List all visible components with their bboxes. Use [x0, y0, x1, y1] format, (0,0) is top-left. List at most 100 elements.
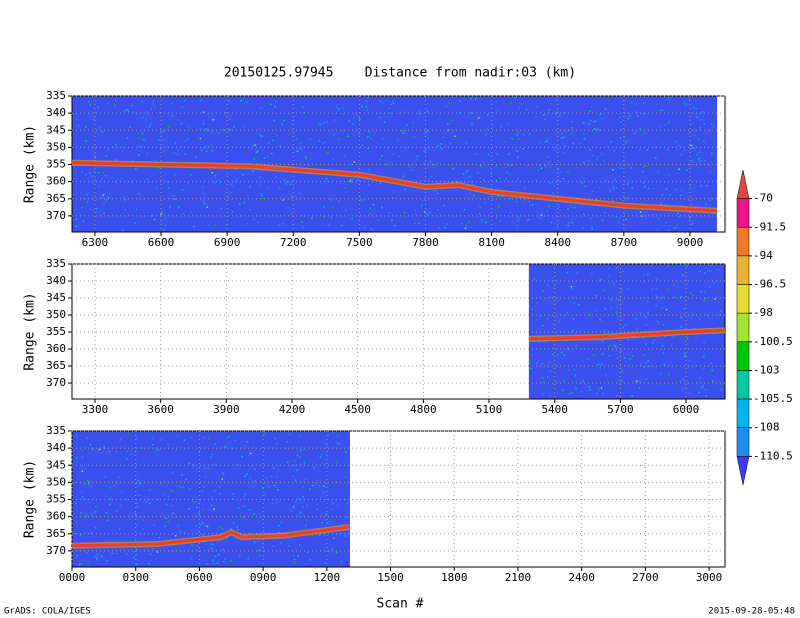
- echo-speckle: [349, 181, 352, 183]
- echo-speckle: [367, 147, 370, 150]
- echo-speckle: [259, 176, 261, 178]
- echo-speckle: [588, 159, 591, 162]
- echo-speckle: [121, 146, 124, 148]
- echo-speckle: [583, 133, 585, 135]
- echo-speckle: [138, 192, 140, 195]
- y-tick-label: 335: [46, 424, 66, 437]
- echo-speckle: [537, 216, 540, 218]
- echo-speckle: [478, 117, 480, 119]
- echo-speckle: [381, 155, 383, 157]
- echo-speckle: [560, 351, 563, 354]
- echo-speckle: [171, 490, 174, 492]
- echo-speckle: [664, 123, 666, 126]
- echo-speckle: [249, 532, 251, 534]
- echo-speckle: [296, 138, 298, 140]
- echo-speckle: [105, 512, 108, 514]
- echo-speckle: [165, 517, 168, 519]
- echo-speckle: [329, 551, 331, 553]
- echo-speckle: [546, 318, 548, 320]
- echo-speckle: [90, 532, 93, 534]
- echo-speckle: [413, 222, 416, 225]
- echo-speckle: [342, 113, 345, 115]
- echo-speckle: [392, 197, 394, 199]
- echo-speckle: [120, 177, 122, 180]
- echo-speckle: [133, 556, 135, 559]
- echo-speckle: [620, 350, 623, 352]
- echo-speckle: [173, 195, 176, 197]
- echo-speckle: [592, 354, 595, 356]
- echo-speckle: [103, 202, 105, 204]
- echo-speckle: [247, 195, 249, 198]
- colorbar-label: -105.5: [753, 392, 793, 405]
- echo-speckle: [591, 273, 593, 275]
- echo-speckle: [213, 562, 215, 564]
- echo-speckle: [124, 195, 126, 198]
- echo-speckle: [688, 360, 691, 362]
- echo-speckle: [689, 217, 691, 219]
- echo-speckle: [279, 542, 281, 544]
- echo-speckle: [589, 110, 591, 112]
- echo-speckle: [94, 511, 96, 513]
- echo-speckle: [520, 103, 523, 105]
- colorbar-label: -110.5: [753, 449, 793, 462]
- echo-speckle: [218, 132, 220, 135]
- echo-speckle: [302, 495, 304, 498]
- echo-speckle: [455, 180, 457, 182]
- echo-speckle: [556, 110, 558, 112]
- echo-speckle: [380, 182, 382, 185]
- echo-speckle: [571, 221, 573, 224]
- echo-speckle: [272, 467, 275, 469]
- echo-speckle: [366, 109, 369, 111]
- echo-speckle: [145, 178, 148, 181]
- echo-speckle: [369, 207, 371, 210]
- echo-speckle: [337, 434, 339, 437]
- echo-speckle: [88, 481, 91, 483]
- echo-speckle: [152, 100, 155, 102]
- echo-speckle: [313, 466, 315, 469]
- echo-speckle: [118, 528, 121, 530]
- echo-speckle: [657, 170, 659, 173]
- echo-speckle: [309, 559, 311, 561]
- echo-speckle: [332, 431, 335, 433]
- echo-speckle: [293, 558, 295, 561]
- echo-speckle: [302, 106, 304, 109]
- echo-speckle: [516, 225, 519, 228]
- echo-speckle: [576, 272, 578, 274]
- echo-speckle: [116, 553, 118, 555]
- echo-speckle: [703, 356, 705, 358]
- echo-speckle: [86, 193, 88, 196]
- echo-speckle: [710, 264, 712, 266]
- echo-speckle: [146, 111, 148, 114]
- echo-speckle: [555, 113, 557, 115]
- echo-speckle: [659, 125, 662, 127]
- echo-speckle: [345, 476, 347, 479]
- echo-speckle: [167, 125, 170, 128]
- echo-speckle: [332, 537, 335, 540]
- echo-speckle: [567, 224, 570, 227]
- echo-speckle: [85, 126, 87, 128]
- echo-speckle: [652, 342, 654, 345]
- echo-speckle: [187, 138, 189, 141]
- echo-speckle: [72, 219, 74, 221]
- echo-speckle: [237, 529, 239, 531]
- x-tick-label: 7500: [346, 236, 373, 249]
- echo-speckle: [429, 211, 431, 214]
- echo-speckle: [258, 520, 260, 523]
- echo-speckle: [658, 217, 660, 220]
- echo-speckle: [568, 392, 571, 395]
- echo-speckle: [593, 128, 596, 130]
- echo-speckle: [285, 183, 287, 185]
- echo-speckle: [709, 270, 711, 272]
- echo-speckle: [208, 437, 210, 439]
- echo-speckle: [115, 450, 118, 453]
- echo-speckle: [696, 116, 698, 119]
- echo-speckle: [658, 383, 660, 385]
- echo-speckle: [224, 112, 227, 114]
- echo-speckle: [644, 362, 647, 364]
- echo-speckle: [640, 363, 643, 365]
- echo-speckle: [96, 557, 98, 559]
- echo-speckle: [592, 190, 594, 193]
- echo-speckle: [132, 160, 134, 162]
- echo-speckle: [269, 103, 272, 105]
- echo-speckle: [149, 553, 152, 555]
